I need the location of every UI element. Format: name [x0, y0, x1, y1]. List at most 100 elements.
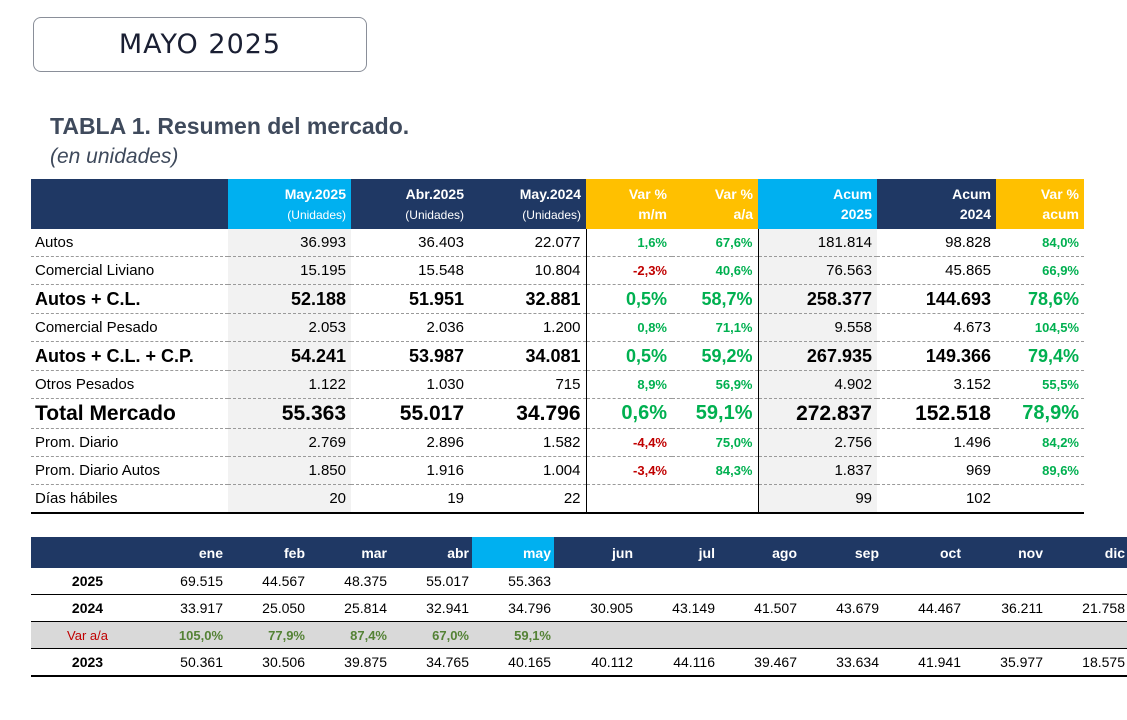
table-row: Comercial Liviano 15.195 15.548 10.804 -2,3%…	[31, 256, 1084, 285]
cell-acum25: 258.377	[757, 284, 877, 314]
cell-vacum: 66,9%	[996, 256, 1084, 285]
cell-may25: 55.363	[228, 398, 351, 429]
cell-acum25: 99	[757, 484, 877, 514]
cell-nov: 36.211	[964, 594, 1046, 622]
cell-aa: 58,7%	[672, 284, 758, 314]
table-row: Comercial Pesado 2.053 2.036 1.200 0,8% 71,1%…	[31, 313, 1084, 342]
cell-aa: 75,0%	[672, 428, 758, 457]
cell-acum25: 2.756	[757, 428, 877, 457]
month-title: MAYO 2025	[118, 29, 282, 60]
cell-jul: 44.116	[636, 648, 718, 677]
cell-may24: 22.077	[469, 229, 586, 257]
cell-dic: 21.758	[1046, 594, 1127, 622]
col-header-acum2025: Acum 2025	[758, 179, 877, 229]
row-label: Otros Pesados	[31, 370, 228, 399]
cell-mm: -2,3%	[585, 256, 672, 285]
cell-jul: 43.149	[636, 594, 718, 622]
cell-feb: 30.506	[226, 648, 308, 677]
cell-acum24: 98.828	[877, 229, 996, 257]
cell-vacum: 78,9%	[996, 398, 1084, 429]
cell-vacum: 79,4%	[996, 341, 1084, 371]
cell-may: 59,1%	[472, 621, 554, 649]
table-row: Autos 36.993 36.403 22.077 1,6% 67,6% 181.814 9…	[31, 229, 1084, 257]
cell-ene: 50.361	[144, 648, 226, 677]
cell-dic: 18.575	[1046, 648, 1127, 677]
table1-header-row: May.2025 (Unidades) Abr.2025 (Unidades) Ma…	[31, 179, 1084, 229]
cell-jul	[636, 568, 718, 595]
cell-ago: 39.467	[718, 648, 800, 677]
month-header-dic: dic	[1046, 537, 1127, 568]
cell-vacum	[996, 484, 1084, 514]
table-row: Var a/a 105,0% 77,9% 87,4% 67,0% 59,1%	[31, 621, 1127, 649]
col-header-acum2024: Acum 2024	[877, 179, 996, 229]
cell-nov	[964, 621, 1046, 649]
cell-may25: 54.241	[228, 341, 351, 371]
col-header-var-aa: Var % a/a	[672, 179, 758, 229]
cell-may24: 34.796	[469, 398, 586, 429]
cell-vacum: 84,2%	[996, 428, 1084, 457]
cell-dic	[1046, 568, 1127, 595]
cell-aa: 40,6%	[672, 256, 758, 285]
table-row: 2025 69.515 44.567 48.375 55.017 55.363	[31, 568, 1127, 595]
cell-aa: 71,1%	[672, 313, 758, 342]
table-row: Prom. Diario Autos 1.850 1.916 1.004 -3,4% 84…	[31, 456, 1084, 485]
cell-may: 40.165	[472, 648, 554, 677]
month-header-jun: jun	[554, 537, 636, 568]
cell-nov: 35.977	[964, 648, 1046, 677]
cell-oct: 44.467	[882, 594, 964, 622]
cell-vacum: 55,5%	[996, 370, 1084, 399]
cell-ago: 41.507	[718, 594, 800, 622]
cell-abr25: 1.030	[351, 370, 469, 399]
cell-may24: 715	[469, 370, 586, 399]
cell-mm: 0,6%	[585, 398, 672, 429]
col-header-var-acum: Var % acum	[996, 179, 1084, 229]
cell-vacum: 104,5%	[996, 313, 1084, 342]
month-header-ene: ene	[144, 537, 226, 568]
cell-abr25: 15.548	[351, 256, 469, 285]
col-header-abr2025: Abr.2025 (Unidades)	[351, 179, 469, 229]
month-header-nov: nov	[964, 537, 1046, 568]
table-row: 2024 33.917 25.050 25.814 32.941 34.796 30.905…	[31, 594, 1127, 622]
table1-title: TABLA 1. Resumen del mercado.	[50, 113, 410, 139]
row-year-label: 2024	[31, 594, 144, 622]
monthly-series-table: ene feb mar abr may jun jul ago sep oct nov dic 202…	[31, 537, 1127, 677]
cell-acum24: 4.673	[877, 313, 996, 342]
cell-abr: 55.017	[390, 568, 472, 595]
month-header-feb: feb	[226, 537, 308, 568]
cell-mar: 48.375	[308, 568, 390, 595]
cell-sep	[800, 621, 882, 649]
cell-sep	[800, 568, 882, 595]
cell-oct: 41.941	[882, 648, 964, 677]
cell-acum25: 267.935	[757, 341, 877, 371]
cell-abr25: 51.951	[351, 284, 469, 314]
cell-acum25: 76.563	[757, 256, 877, 285]
cell-jun: 30.905	[554, 594, 636, 622]
cell-jul	[636, 621, 718, 649]
cell-sep: 43.679	[800, 594, 882, 622]
cell-ene: 33.917	[144, 594, 226, 622]
cell-abr25: 1.916	[351, 456, 469, 485]
cell-mm: -3,4%	[585, 456, 672, 485]
row-label: Autos	[31, 229, 228, 257]
cell-jun: 40.112	[554, 648, 636, 677]
cell-may24: 10.804	[469, 256, 586, 285]
cell-acum24: 45.865	[877, 256, 996, 285]
month-header-jul: jul	[636, 537, 718, 568]
cell-may24: 1.004	[469, 456, 586, 485]
cell-feb: 25.050	[226, 594, 308, 622]
cell-jun	[554, 568, 636, 595]
month-title-box: MAYO 2025	[33, 17, 367, 72]
cell-mm: 0,5%	[585, 284, 672, 314]
cell-acum25: 4.902	[757, 370, 877, 399]
col-header-may2024: May.2024 (Unidades)	[469, 179, 586, 229]
table-row: Días hábiles 20 19 22 99 102	[31, 484, 1084, 514]
col-header-may2025: May.2025 (Unidades)	[228, 179, 351, 229]
cell-may24: 22	[469, 484, 586, 514]
month-header-abr: abr	[390, 537, 472, 568]
cell-may25: 20	[228, 484, 351, 514]
cell-may25: 15.195	[228, 256, 351, 285]
row-year-label: Var a/a	[31, 621, 144, 649]
cell-feb: 44.567	[226, 568, 308, 595]
cell-may25: 36.993	[228, 229, 351, 257]
cell-mar: 25.814	[308, 594, 390, 622]
